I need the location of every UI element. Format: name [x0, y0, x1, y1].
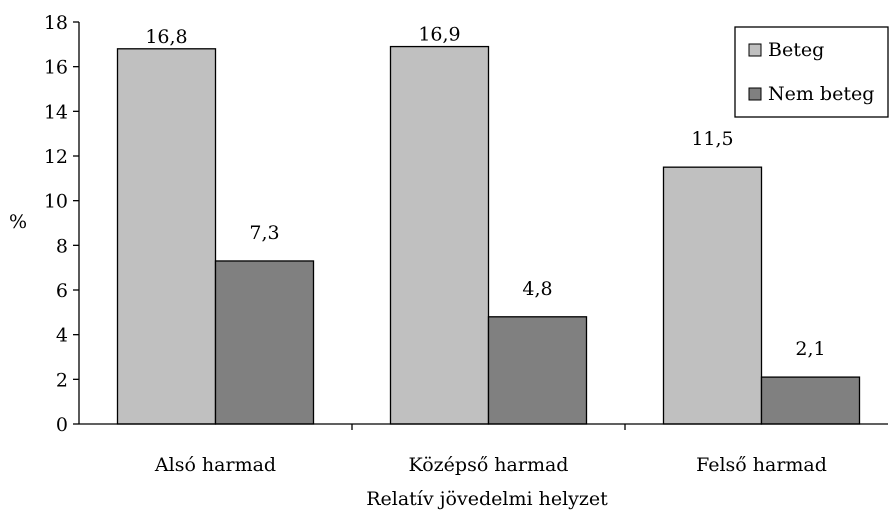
bar-beteg-1	[116, 48, 217, 425]
data-label-beteg-2: 16,9	[418, 24, 460, 46]
bar-beteg-3	[662, 166, 763, 425]
y-tick-label-4: 4	[56, 325, 68, 347]
data-label-nem-beteg-1: 7,3	[249, 222, 279, 244]
data-label-nem-beteg-2: 4,8	[522, 278, 552, 300]
bar-nem-beteg-3	[760, 376, 861, 425]
legend-box	[734, 26, 889, 118]
y-tick-label-6: 6	[56, 280, 68, 302]
y-tick-label-10: 10	[44, 191, 68, 213]
category-label-1: Alsó harmad	[154, 454, 276, 476]
y-tick-label-0: 0	[56, 414, 68, 436]
data-label-nem-beteg-3: 2,1	[795, 338, 825, 360]
bar-nem-beteg-1	[214, 260, 315, 425]
category-label-3: Felső harmad	[696, 454, 827, 476]
bar-beteg-2	[389, 45, 490, 425]
legend-swatch-beteg	[748, 43, 762, 57]
y-tick-label-12: 12	[44, 146, 68, 168]
y-tick-label-14: 14	[44, 101, 68, 123]
y-tick-label-8: 8	[56, 235, 68, 257]
category-label-2: Középső harmad	[409, 454, 569, 476]
bar-nem-beteg-2	[487, 316, 588, 425]
y-tick-label-18: 18	[44, 12, 68, 34]
data-label-beteg-3: 11,5	[691, 128, 733, 150]
data-label-beteg-1: 16,8	[145, 26, 187, 48]
y-axis-title: %	[9, 211, 27, 233]
y-tick-label-2: 2	[56, 369, 68, 391]
legend-label-nem-beteg: Nem beteg	[768, 83, 874, 105]
x-axis-title: Relatív jövedelmi helyzet	[366, 488, 608, 510]
legend-swatch-nem-beteg	[748, 87, 762, 101]
legend-label-beteg: Beteg	[768, 39, 824, 61]
plot-area: 0 2 4 6 8 10 12 14 16 18 16,8 7,3 Alsó harmad 16,9 4,8…	[44, 12, 861, 476]
legend: Beteg Nem beteg	[734, 26, 889, 118]
y-tick-label-16: 16	[44, 57, 68, 79]
